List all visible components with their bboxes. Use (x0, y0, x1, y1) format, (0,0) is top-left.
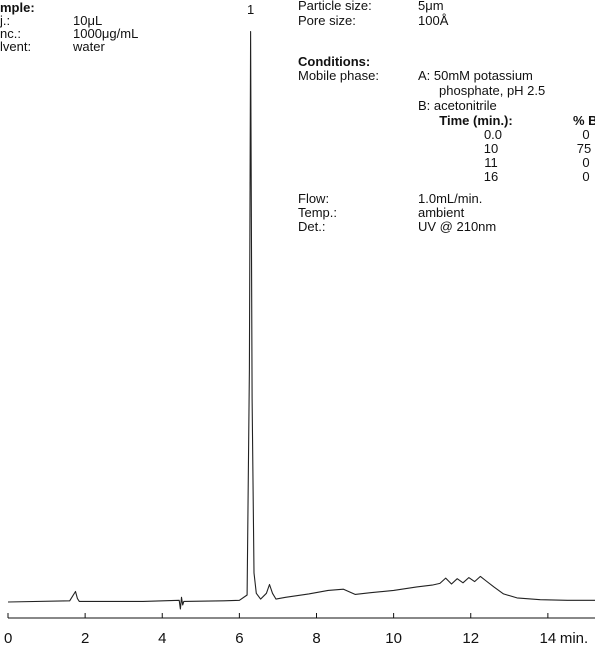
mobile-phase-line-b: B: acetonitrile (418, 98, 497, 113)
pore-size-label: Pore size: (298, 13, 356, 28)
sample-conc-value: 1000μg/mL (73, 26, 138, 41)
gradient-time-1: 10 (484, 141, 498, 156)
x-tick-label-0: 0 (4, 630, 12, 647)
x-tick-label-6: 6 (235, 630, 243, 647)
x-tick-label-14: 14 (540, 630, 557, 647)
x-tick-label-8: 8 (312, 630, 320, 647)
chromatogram-trace-0 (7, 31, 595, 610)
gradient-percent-header: % B (573, 113, 595, 128)
sample-inj-label: j.: (0, 13, 10, 28)
x-tick-label-2: 2 (81, 630, 89, 647)
sample-heading: mple: (0, 0, 35, 15)
x-tick-label-10: 10 (385, 630, 402, 647)
temp-label: Temp.: (298, 205, 337, 220)
gradient-percent-0: 0 (582, 127, 589, 142)
conditions-heading: Conditions: (298, 54, 370, 69)
gradient-time-2: 11 (484, 155, 498, 170)
gradient-percent-3: 0 (582, 169, 589, 184)
mobile-phase-line-a: A: 50mM potassium (418, 68, 533, 83)
sample-solvent-label: lvent: (0, 39, 31, 54)
det-label: Det.: (298, 219, 325, 234)
sample-inj-value: 10μL (73, 13, 102, 28)
mobile-phase-label: Mobile phase: (298, 68, 379, 83)
peak-label-1: 1 (247, 2, 254, 17)
mobile-phase-line-a2: phosphate, pH 2.5 (439, 83, 545, 98)
sample-conc-label: nc.: (0, 26, 21, 41)
x-tick-label-12: 12 (462, 630, 479, 647)
det-value: UV @ 210nm (418, 219, 496, 234)
flow-label: Flow: (298, 191, 329, 206)
x-tick-label-4: 4 (158, 630, 166, 647)
particle-size-value: 5μm (418, 0, 444, 13)
gradient-time-0: 0.0 (484, 127, 502, 142)
particle-size-label: Particle size: (298, 0, 372, 13)
flow-value: 1.0mL/min. (418, 191, 482, 206)
x-axis-ticks: 0 2 4 6 8 10 12 14 min. (4, 613, 588, 647)
gradient-percent-1: 75 (577, 141, 591, 156)
pore-size-value: 100Å (418, 13, 449, 28)
gradient-time-header: Time (min.): (439, 113, 512, 128)
temp-value: ambient (418, 205, 465, 220)
x-axis-unit-label: min. (560, 630, 588, 647)
chromatogram-trace-group (7, 31, 595, 610)
gradient-percent-2: 0 (582, 155, 589, 170)
sample-solvent-value: water (72, 39, 105, 54)
gradient-time-3: 16 (484, 169, 498, 184)
